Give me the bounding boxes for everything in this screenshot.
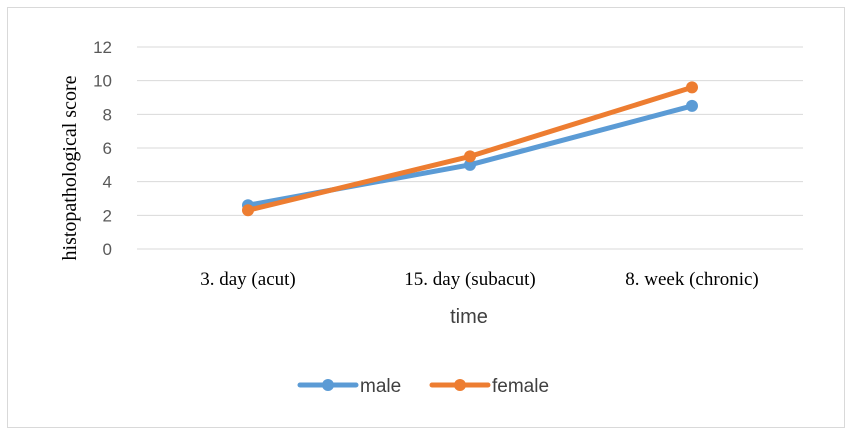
y-tick-labels: 0 2 4 6 8 10 12 [93,38,112,259]
data-point-female [242,204,254,217]
legend-label-female: female [492,376,549,397]
y-tick-label: 8 [103,105,112,124]
x-tick-labels: 3. day (acut) 15. day (subacut) 8. week (c… [200,269,758,290]
legend-marker-male [322,379,334,391]
series-line-female [245,84,695,213]
x-axis-label: time [450,306,488,328]
chart-frame [7,7,845,428]
y-tick-label: 0 [103,240,112,259]
data-point-male [464,158,476,171]
y-tick-label: 6 [103,139,112,158]
legend-label-male: male [360,376,401,397]
y-tick-label: 10 [93,72,112,91]
legend-marker-female [454,379,466,391]
x-tick-label: 3. day (acut) [200,269,295,290]
data-point-female [464,150,476,163]
y-axis-label: histopathological score [59,75,81,260]
x-tick-label: 15. day (subacut) [404,269,535,290]
data-point-female [686,81,698,94]
y-tick-label: 12 [93,38,112,57]
series-lines [242,81,698,217]
x-tick-label: 8. week (chronic) [625,269,758,290]
y-tick-label: 4 [103,173,112,192]
data-point-male [686,99,698,112]
gridlines [137,46,803,250]
legend: male female [297,376,549,397]
y-tick-label: 2 [103,206,112,225]
